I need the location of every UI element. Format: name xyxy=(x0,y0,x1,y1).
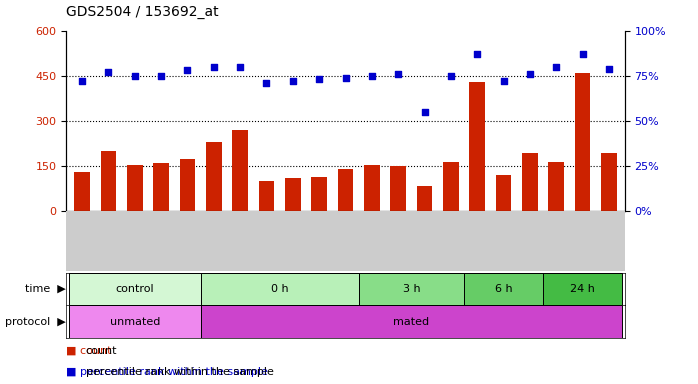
Point xyxy=(129,73,140,79)
Bar xyxy=(258,181,274,211)
Bar xyxy=(496,175,512,211)
Bar xyxy=(469,82,485,211)
Point xyxy=(261,80,272,86)
Point xyxy=(313,76,325,83)
Bar xyxy=(390,166,406,211)
Point xyxy=(577,51,588,57)
Text: protocol  ▶: protocol ▶ xyxy=(5,316,66,327)
Bar xyxy=(311,177,327,211)
Point xyxy=(472,51,483,57)
Bar xyxy=(359,273,464,305)
Text: ■ percentile rank within the sample: ■ percentile rank within the sample xyxy=(66,367,268,377)
Text: 3 h: 3 h xyxy=(403,284,420,294)
Bar xyxy=(522,152,537,211)
Point xyxy=(392,71,403,77)
Bar xyxy=(69,273,200,305)
Point xyxy=(208,64,219,70)
Bar xyxy=(206,142,222,211)
Bar xyxy=(200,305,622,338)
Text: time  ▶: time ▶ xyxy=(25,284,66,294)
Text: percentile rank within the sample: percentile rank within the sample xyxy=(86,367,274,377)
Bar xyxy=(200,273,359,305)
Bar xyxy=(574,73,591,211)
Point xyxy=(156,73,167,79)
Bar xyxy=(69,305,200,338)
Point xyxy=(498,78,509,84)
Text: 0 h: 0 h xyxy=(271,284,288,294)
Point xyxy=(551,64,562,70)
Bar xyxy=(127,165,142,211)
Point xyxy=(103,69,114,75)
Text: control: control xyxy=(115,284,154,294)
Bar xyxy=(601,152,617,211)
Text: mated: mated xyxy=(393,316,429,327)
Point xyxy=(603,66,614,72)
Bar xyxy=(464,273,543,305)
Bar xyxy=(443,162,459,211)
Bar xyxy=(232,130,248,211)
Point xyxy=(77,78,88,84)
Bar xyxy=(285,178,301,211)
Text: unmated: unmated xyxy=(110,316,160,327)
Text: ■ count: ■ count xyxy=(66,346,112,356)
Point xyxy=(340,74,351,81)
Point xyxy=(524,71,535,77)
Text: 6 h: 6 h xyxy=(495,284,512,294)
Point xyxy=(419,109,430,115)
Bar xyxy=(543,273,622,305)
Text: count: count xyxy=(86,346,117,356)
Point xyxy=(366,73,378,79)
Point xyxy=(445,73,456,79)
Bar xyxy=(154,163,169,211)
Bar xyxy=(417,185,433,211)
Text: 24 h: 24 h xyxy=(570,284,595,294)
Point xyxy=(288,78,299,84)
Bar xyxy=(364,165,380,211)
Bar xyxy=(338,169,353,211)
Bar xyxy=(549,162,564,211)
Bar xyxy=(74,172,90,211)
Point xyxy=(182,67,193,73)
Bar xyxy=(179,159,195,211)
Text: GDS2504 / 153692_at: GDS2504 / 153692_at xyxy=(66,5,219,19)
Bar xyxy=(101,151,117,211)
Point xyxy=(235,64,246,70)
